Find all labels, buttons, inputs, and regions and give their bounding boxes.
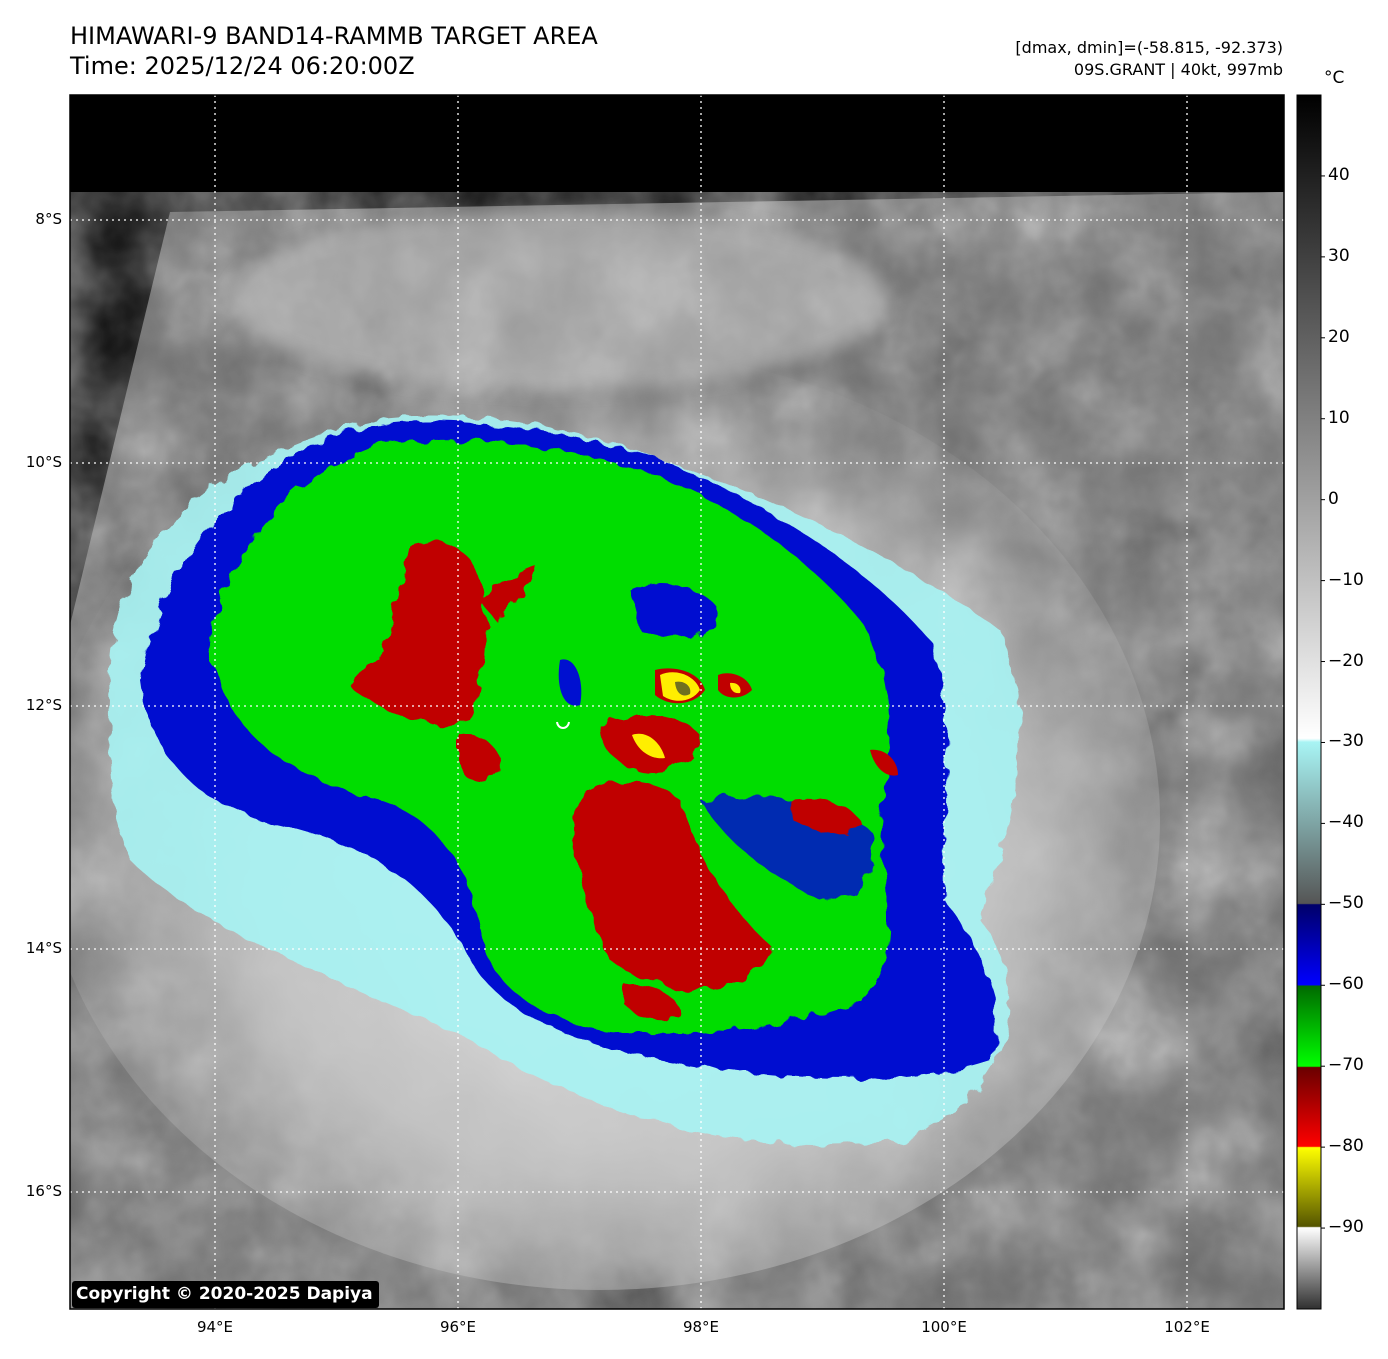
colorbar-tick-label: 10 (1328, 407, 1350, 428)
lat-tick-label: 14°S (25, 939, 62, 957)
lat-tick-label: 16°S (25, 1182, 62, 1200)
colorbar-tick-label: −60 (1328, 974, 1364, 995)
colorbar-tick-label: −70 (1328, 1055, 1364, 1076)
colorbar-tick-label: −20 (1328, 650, 1364, 671)
colorbar-tick-label: −40 (1328, 812, 1364, 833)
copyright-label: Copyright © 2020-2025 Dapiya (72, 1281, 379, 1308)
map-time: Time: 2025/12/24 06:20:00Z (70, 52, 415, 80)
colorbar-tick-label: 30 (1328, 245, 1350, 266)
colorbar-tick-label: 20 (1328, 326, 1350, 347)
colorbar-tick-label: −50 (1328, 893, 1364, 914)
colorbar-ticks (1321, 175, 1325, 1229)
imagery-layer (70, 95, 1284, 1309)
colorbar-tick-label: −80 (1328, 1136, 1364, 1157)
lon-tick-label: 102°E (1164, 1318, 1210, 1336)
colorbar-tick-label: 0 (1328, 488, 1339, 509)
colorbar (1296, 94, 1322, 1310)
lon-tick-label: 94°E (196, 1318, 234, 1336)
lat-tick-label: 8°S (35, 210, 62, 228)
lon-tick-label: 98°E (682, 1318, 720, 1336)
colorbar-tick-label: −10 (1328, 569, 1364, 590)
map-title: HIMAWARI-9 BAND14-RAMMB TARGET AREA (70, 22, 598, 50)
colorbar-tick-label: −90 (1328, 1217, 1364, 1238)
data-range: [dmax, dmin]=(-58.815, -92.373) (1015, 38, 1283, 57)
colorbar-tick-label: −30 (1328, 731, 1364, 752)
map-frame (69, 94, 1285, 1310)
colorbar-unit: °C (1324, 68, 1345, 88)
lon-tick-label: 96°E (439, 1318, 477, 1336)
lon-tick-label: 100°E (921, 1318, 967, 1336)
lat-tick-label: 12°S (25, 696, 62, 714)
graticule (70, 95, 1284, 1309)
storm-info: 09S.GRANT | 40kt, 997mb (1073, 60, 1283, 79)
lat-tick-label: 10°S (25, 453, 62, 471)
colorbar-tick-label: 40 (1328, 164, 1350, 185)
